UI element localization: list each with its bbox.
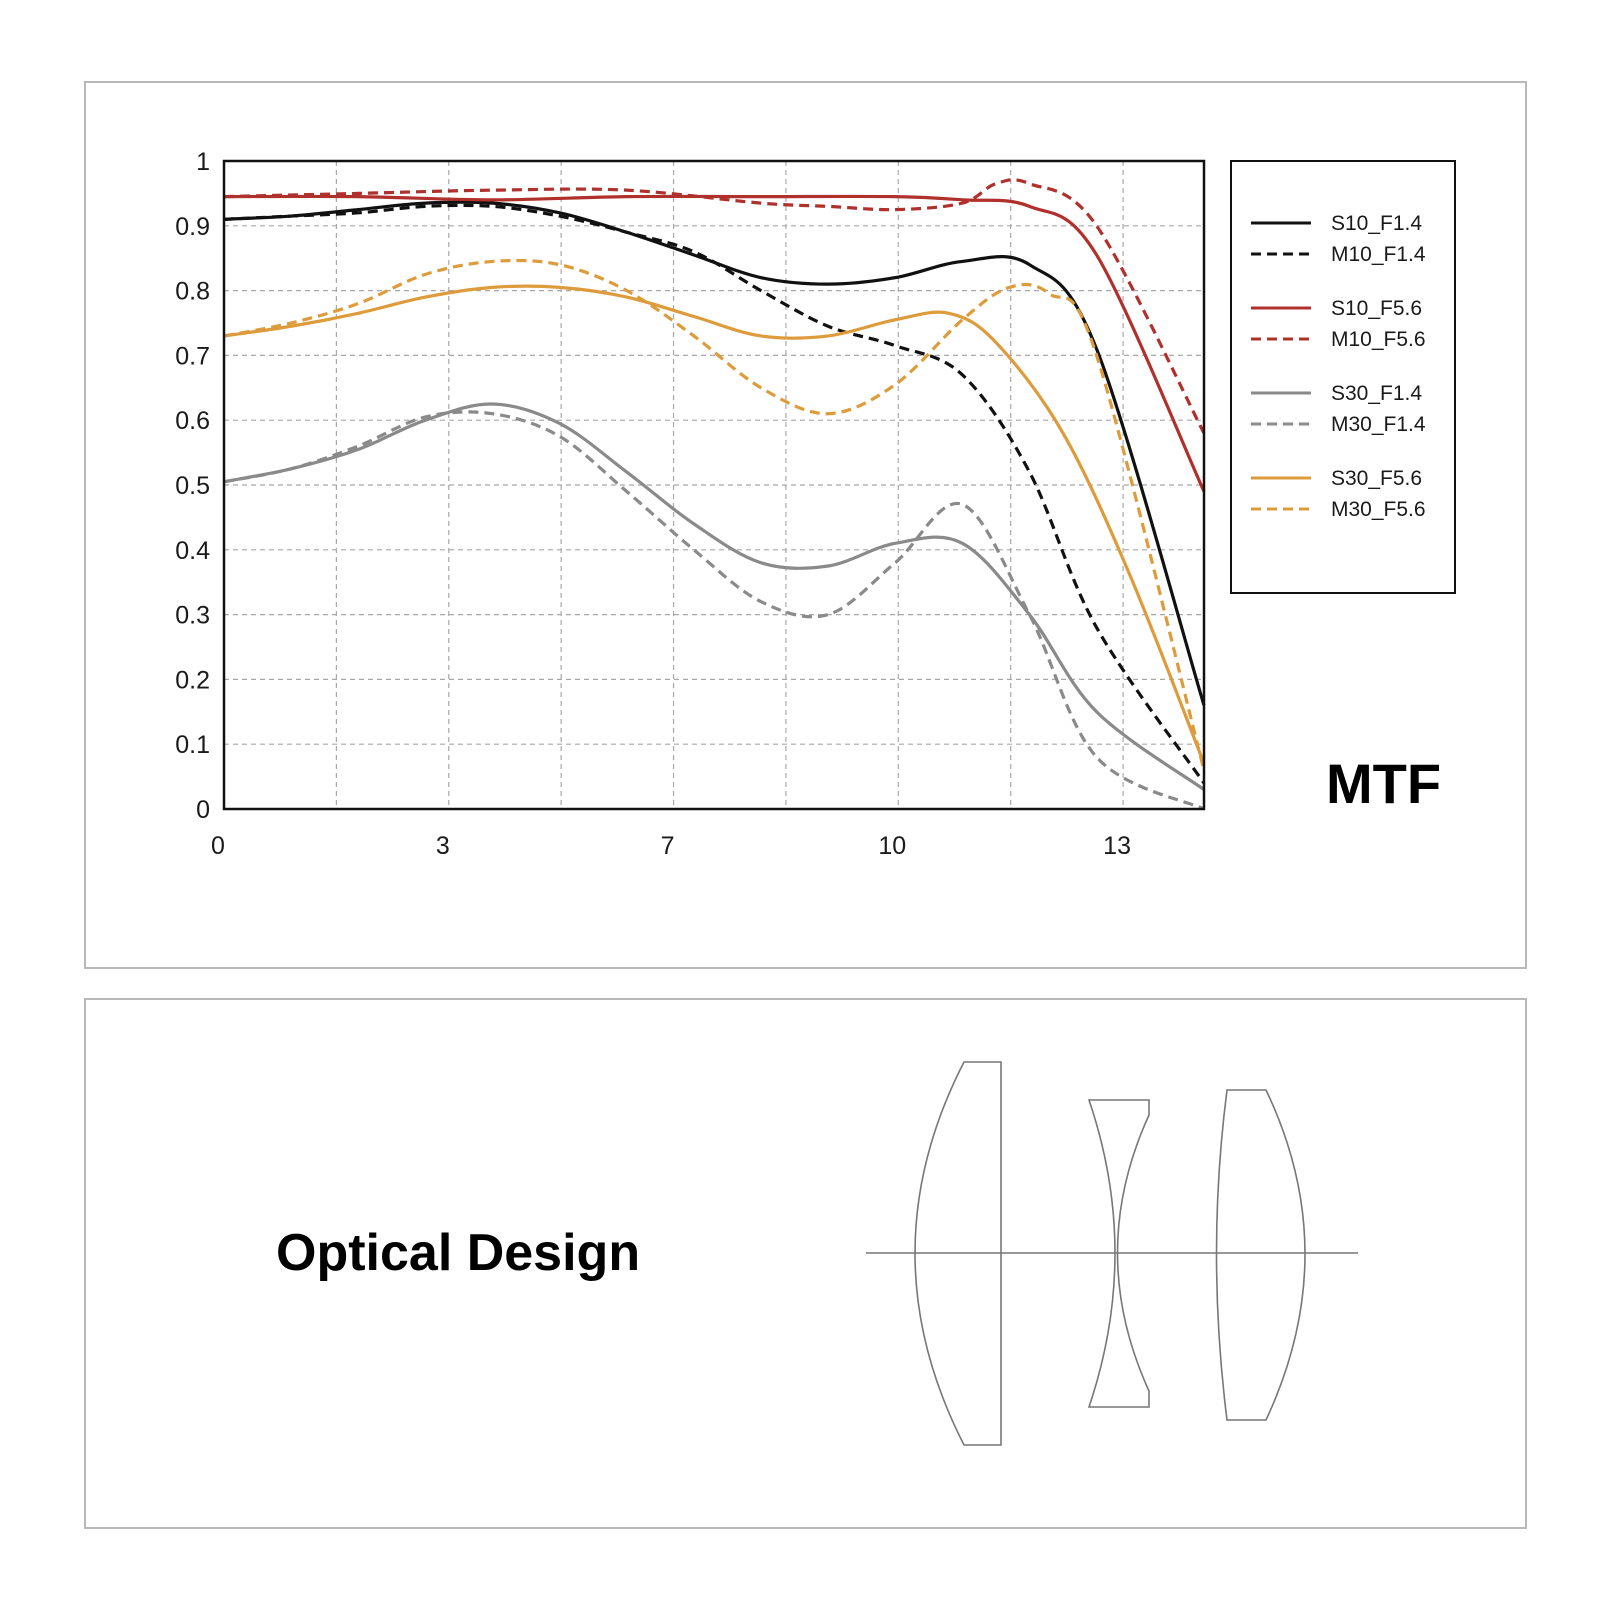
optical-design-panel: Optical Design — [84, 998, 1527, 1529]
series-line-m30-f1-4 — [223, 410, 1205, 811]
series-line-s10-f1-4 — [223, 200, 1206, 706]
legend-label: S10_F5.6 — [1331, 297, 1422, 320]
chart-series — [223, 178, 1206, 811]
legend-label: S10_F1.4 — [1331, 212, 1422, 235]
series-line-m10-f1-4 — [223, 203, 1206, 784]
series-line-s30-f1-4 — [223, 402, 1205, 791]
y-tick-label: 0.2 — [175, 666, 210, 694]
legend-label: M10_F1.4 — [1331, 243, 1426, 266]
y-tick-label: 0.4 — [175, 537, 210, 565]
x-tick-label: 7 — [661, 832, 675, 860]
series-line-s10-f5-6 — [223, 194, 1206, 493]
y-tick-label: 0.5 — [175, 472, 210, 500]
legend: S10_F1.4 M10_F1.4 S10_F5.6 M10_F5.6 S30_F1.4… — [1251, 212, 1426, 521]
mtf-panel: 0 0.1 0.2 0.3 0.4 0.5 0.6 0.7 0.8 0.9 1 0 3 7 10 13 S10… — [84, 81, 1527, 969]
chart-grid — [224, 161, 1204, 809]
x-tick-label: 3 — [436, 832, 450, 860]
lens-diagram: Optical Design — [276, 1061, 1358, 1446]
series-line-s30-f5-6 — [223, 284, 1206, 765]
y-tick-label: 0.3 — [175, 602, 210, 630]
series-line-m30-f5-6 — [223, 258, 1206, 771]
y-tick-label: 0.6 — [175, 407, 210, 435]
x-tick-label: 13 — [1103, 832, 1131, 860]
chart-ticks: 00.10.20.30.40.50.60.70.80.910 3 7 10 13 — [175, 148, 1131, 860]
mtf-title: MTF — [1326, 752, 1441, 815]
legend-label: S30_F5.6 — [1331, 467, 1422, 490]
legend-label: S30_F1.4 — [1331, 382, 1422, 405]
optical-design-title: Optical Design — [276, 1224, 640, 1282]
series-line-m10-f5-6 — [223, 178, 1206, 434]
lens-element-1 — [914, 1061, 1002, 1446]
y-tick-label: 0.1 — [175, 731, 210, 759]
x-tick-label: 10 — [878, 832, 906, 860]
legend-label: M30_F5.6 — [1331, 498, 1426, 521]
y-tick-label: 0.9 — [175, 213, 210, 241]
plot-frame — [222, 159, 1206, 811]
mtf-chart: 00.10.20.30.40.50.60.70.80.910 3 7 10 13 S10… — [175, 148, 1456, 860]
y-tick-label: 0 — [196, 796, 210, 824]
legend-box — [1230, 160, 1456, 594]
lens-element-2 — [1087, 1099, 1150, 1408]
y-tick-label: 1 — [196, 148, 210, 176]
y-tick-label: 0.7 — [175, 342, 210, 370]
y-tick-label: 0.8 — [175, 278, 210, 306]
x-tick-label: 0 — [211, 832, 225, 860]
lens-element-3 — [1215, 1089, 1306, 1421]
legend-label: M30_F1.4 — [1331, 413, 1426, 436]
legend-label: M10_F5.6 — [1331, 328, 1426, 351]
